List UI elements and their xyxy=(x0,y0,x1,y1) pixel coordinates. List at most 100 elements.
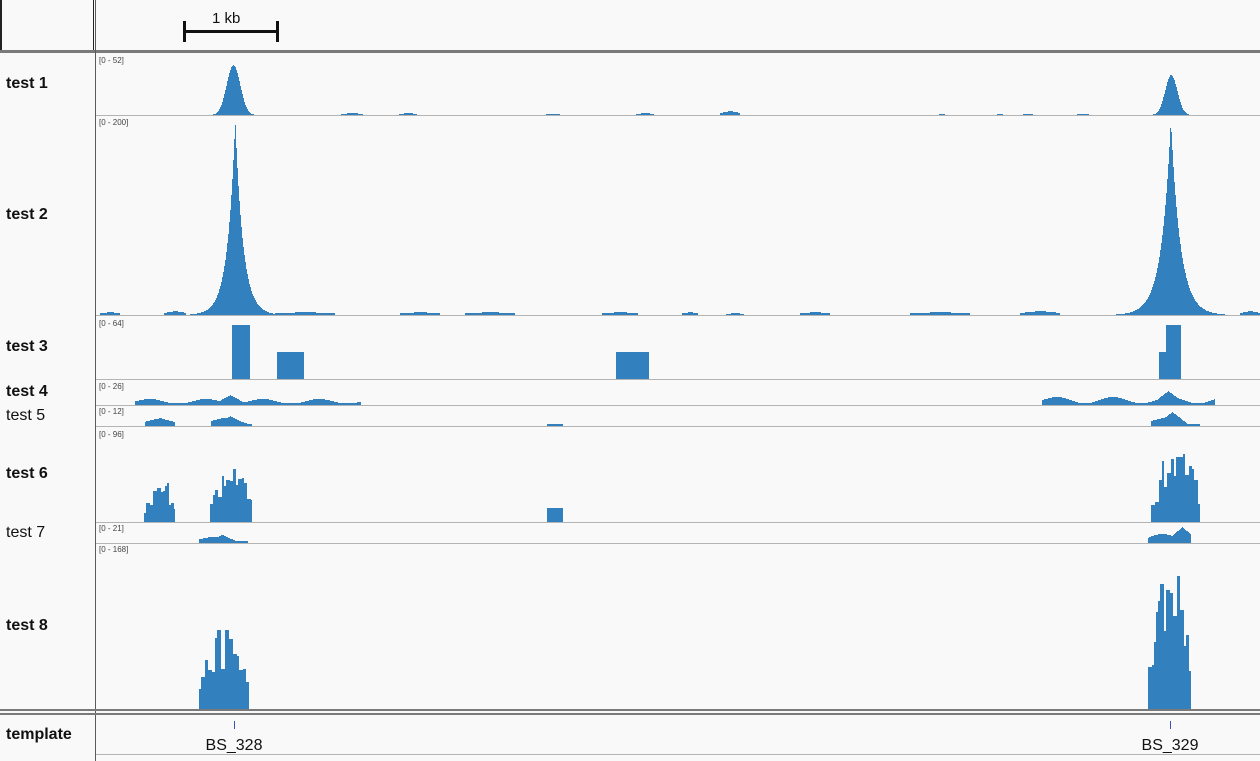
track-name-test-4[interactable]: test 4 xyxy=(6,383,48,400)
coverage-bar-test-1 xyxy=(1187,114,1188,115)
coverage-bar-test-5 xyxy=(219,419,220,426)
coverage-bar-test-4 xyxy=(1128,401,1129,405)
coverage-bar-test-2 xyxy=(484,312,485,315)
coverage-bar-test-2 xyxy=(819,312,820,315)
coverage-bar-test-2 xyxy=(171,312,172,315)
coverage-bar-test-5 xyxy=(562,424,563,426)
coverage-bar-test-4 xyxy=(296,403,297,405)
coverage-bar-test-2 xyxy=(265,311,266,315)
track-separator xyxy=(96,543,1260,544)
coverage-bar-test-4 xyxy=(202,399,203,405)
feature-tick-bs-328[interactable] xyxy=(234,721,235,729)
coverage-bar-test-2 xyxy=(1127,313,1128,315)
coverage-bar-test-2 xyxy=(165,313,166,315)
coverage-bar-test-1 xyxy=(1177,91,1178,115)
coverage-bar-test-2 xyxy=(222,277,223,315)
coverage-bar-test-2 xyxy=(966,313,967,315)
coverage-bar-test-4 xyxy=(1137,403,1138,405)
coverage-bar-test-2 xyxy=(1254,312,1255,315)
coverage-bar-test-2 xyxy=(314,312,315,315)
track-name-test-2[interactable]: test 2 xyxy=(6,206,48,223)
coverage-bar-test-2 xyxy=(320,313,321,315)
coverage-bar-test-2 xyxy=(211,306,212,315)
coverage-bar-test-4 xyxy=(1194,403,1195,405)
coverage-bar-test-2 xyxy=(199,313,200,315)
coverage-bar-test-1 xyxy=(643,113,644,115)
coverage-bar-test-2 xyxy=(742,314,743,315)
coverage-bar-test-1 xyxy=(342,114,343,115)
coverage-bar-test-2 xyxy=(218,293,219,315)
track-name-test-6[interactable]: test 6 xyxy=(6,465,48,482)
coverage-bar-test-2 xyxy=(117,313,118,315)
coverage-bar-test-4 xyxy=(291,403,292,405)
coverage-bar-test-2 xyxy=(209,308,210,315)
coverage-bar-test-4 xyxy=(264,399,265,405)
coverage-bar-test-2 xyxy=(619,312,620,315)
coverage-bar-test-2 xyxy=(425,312,426,315)
coverage-bar-test-4 xyxy=(143,400,144,405)
coverage-bar-test-2 xyxy=(439,313,440,315)
coverage-bar-test-2 xyxy=(280,313,281,315)
coverage-bar-test-2 xyxy=(693,313,694,315)
coverage-bar-test-2 xyxy=(968,313,969,315)
coverage-bar-test-7 xyxy=(1159,534,1160,543)
track-name-test-7[interactable]: test 7 xyxy=(6,524,46,541)
coverage-bar-test-7 xyxy=(218,537,219,543)
coverage-bar-test-2 xyxy=(164,313,165,315)
coverage-bar-test-4 xyxy=(335,402,336,405)
coverage-bar-test-1 xyxy=(241,90,242,115)
coverage-bar-test-4 xyxy=(1151,402,1152,405)
coverage-bar-test-4 xyxy=(284,403,285,405)
coverage-bar-test-5 xyxy=(1199,424,1200,426)
coverage-bar-test-4 xyxy=(204,399,205,405)
coverage-bar-test-5 xyxy=(1184,421,1185,426)
coverage-bar-test-7 xyxy=(1179,530,1180,543)
track-name-test-3[interactable]: test 3 xyxy=(6,338,48,355)
coverage-bar-test-4 xyxy=(161,401,162,405)
coverage-bar-test-2 xyxy=(220,286,221,315)
coverage-bar-test-4 xyxy=(265,399,266,405)
coverage-bar-test-4 xyxy=(187,403,188,405)
coverage-bar-test-4 xyxy=(165,402,166,405)
coverage-bar-test-1 xyxy=(725,112,726,115)
coverage-bar-test-4 xyxy=(1055,397,1056,405)
coverage-bar-test-2 xyxy=(820,312,821,315)
coverage-bar-test-5 xyxy=(229,417,230,426)
coverage-bar-test-2 xyxy=(248,279,249,315)
coverage-bar-test-1 xyxy=(244,102,245,115)
coverage-bar-test-4 xyxy=(1082,403,1083,405)
track-name-test-8[interactable]: test 8 xyxy=(6,617,48,634)
coverage-bar-test-1 xyxy=(344,114,345,115)
coverage-bar-test-4 xyxy=(297,403,298,405)
coverage-bar-test-2 xyxy=(921,313,922,315)
track-name-test-1[interactable]: test 1 xyxy=(6,75,48,92)
coverage-bar-test-2 xyxy=(114,313,115,315)
coverage-bar-test-4 xyxy=(277,402,278,405)
feature-label-bs-329[interactable]: BS_329 xyxy=(1141,737,1199,754)
coverage-bar-test-2 xyxy=(237,168,238,315)
coverage-bar-test-4 xyxy=(196,400,197,405)
coverage-bar-test-2 xyxy=(301,312,302,315)
coverage-bar-test-5 xyxy=(1192,424,1193,426)
coverage-bar-test-4 xyxy=(1150,402,1151,405)
coverage-bar-test-7 xyxy=(1181,528,1182,543)
coverage-bar-test-7 xyxy=(1148,538,1149,543)
feature-tick-bs-329[interactable] xyxy=(1170,721,1171,729)
coverage-bar-test-5 xyxy=(251,424,252,426)
coverage-bar-test-1 xyxy=(358,114,359,115)
coverage-bar-test-2 xyxy=(727,314,728,315)
coverage-bar-test-2 xyxy=(206,310,207,315)
track-name-test-5[interactable]: test 5 xyxy=(6,407,46,424)
coverage-bar-test-4 xyxy=(322,399,323,405)
track-name-template[interactable]: template xyxy=(6,726,72,743)
coverage-bar-test-4 xyxy=(276,401,277,405)
coverage-bar-test-4 xyxy=(218,401,219,405)
coverage-bar-test-2 xyxy=(229,222,230,315)
coverage-bar-test-2 xyxy=(1258,313,1259,315)
feature-label-bs-328[interactable]: BS_328 xyxy=(205,737,263,754)
coverage-bar-test-6 xyxy=(1155,502,1159,522)
coverage-bar-test-5 xyxy=(236,419,237,426)
coverage-bar-test-2 xyxy=(509,313,510,315)
coverage-bar-test-5 xyxy=(1188,424,1189,426)
coverage-bar-test-2 xyxy=(815,312,816,315)
